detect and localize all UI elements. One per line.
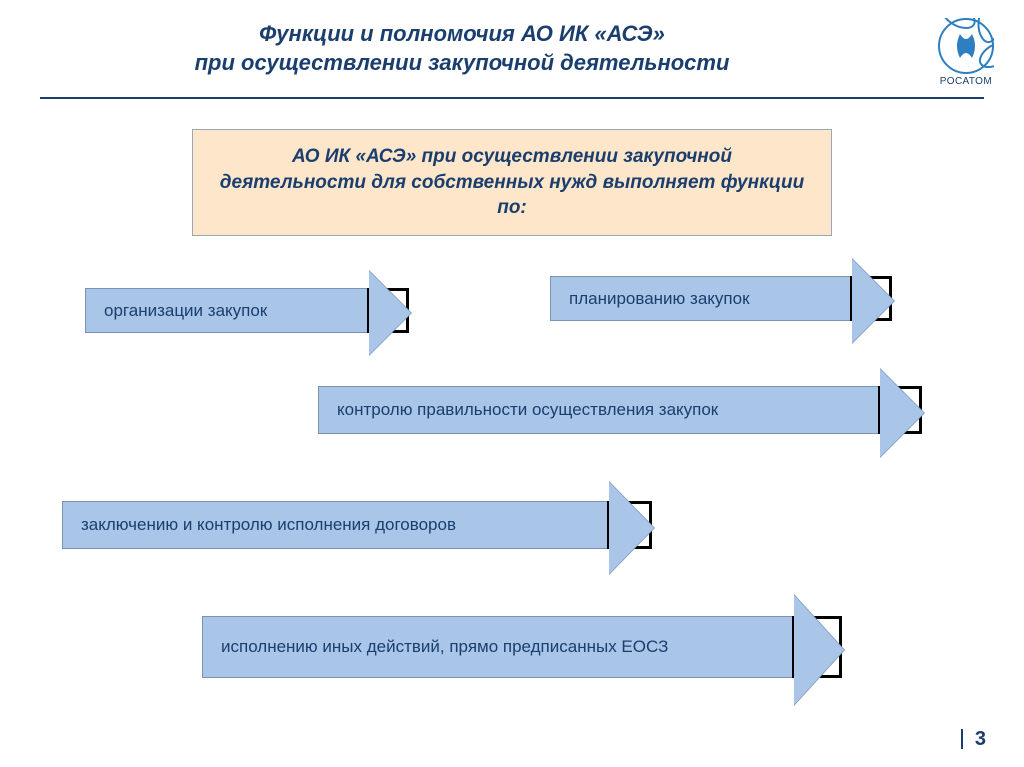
header: Функции и полномочия АО ИК «АСЭ» при осу… — [0, 0, 1024, 87]
arrow-label: контролю правильности осуществления заку… — [318, 386, 878, 434]
rosatom-logo: РОСАТОМ — [938, 18, 994, 87]
arrow-label: заключению и контролю исполнения договор… — [62, 501, 607, 549]
arrow-planning: планированию закупок — [550, 276, 892, 321]
arrow-head-icon — [607, 501, 652, 549]
title-line-1: Функции и полномочия АО ИК «АСЭ» — [259, 21, 665, 46]
arrow-head-icon — [850, 276, 892, 321]
arrow-label: исполнению иных действий, прямо предписа… — [202, 616, 792, 678]
highlight-text: АО ИК «АСЭ» при осуществлении закупочной… — [217, 144, 807, 221]
arrow-head-icon — [878, 386, 922, 434]
arrow-other: исполнению иных действий, прямо предписа… — [202, 616, 842, 678]
arrow-head-icon — [792, 616, 842, 678]
page-title: Функции и полномочия АО ИК «АСЭ» при осу… — [40, 20, 984, 77]
arrow-label: планированию закупок — [550, 276, 850, 321]
logo-label: РОСАТОМ — [938, 76, 994, 87]
rosatom-logo-icon — [938, 18, 994, 74]
arrow-contracts: заключению и контролю исполнения договор… — [62, 501, 652, 549]
arrow-label: организации закупок — [85, 288, 367, 333]
arrow-head-icon — [367, 288, 409, 333]
arrows-area: организации закупок планированию закупок… — [0, 276, 1024, 736]
arrow-control: контролю правильности осуществления заку… — [318, 386, 922, 434]
highlight-box: АО ИК «АСЭ» при осуществлении закупочной… — [192, 129, 832, 236]
arrow-organization: организации закупок — [85, 288, 409, 333]
header-divider — [40, 97, 984, 99]
title-line-2: при осуществлении закупочной деятельност… — [195, 50, 730, 75]
page-number: 3 — [961, 729, 986, 749]
